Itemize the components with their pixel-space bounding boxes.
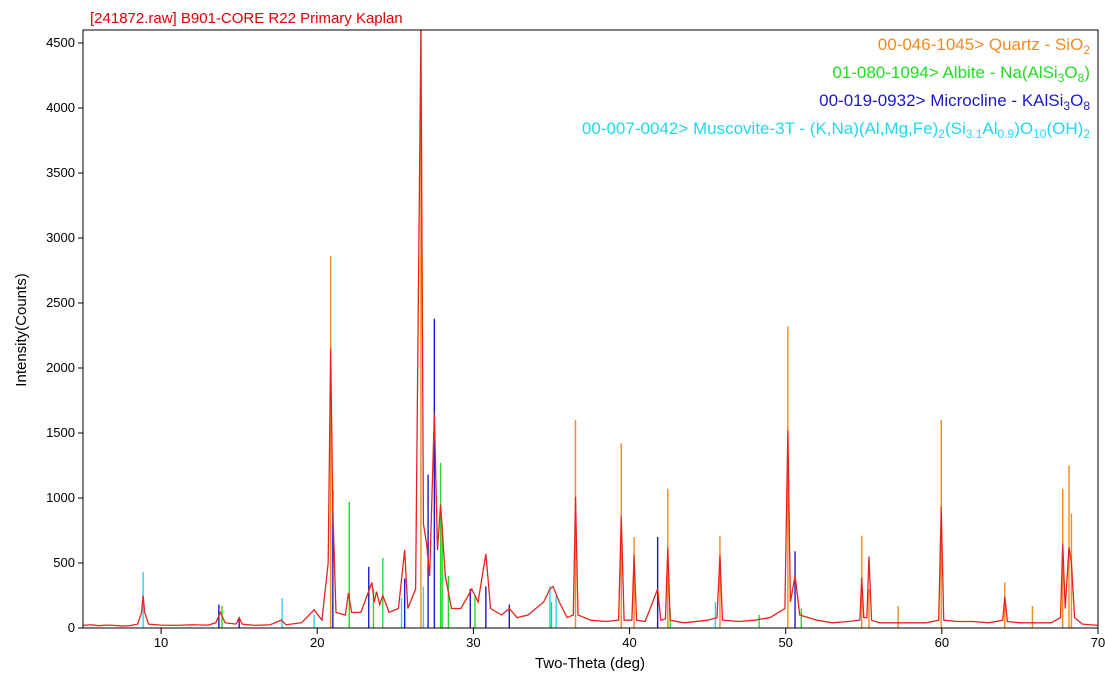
- pattern-line: [83, 30, 1098, 627]
- y-tick-label: 500: [53, 555, 75, 570]
- y-tick-label: 4500: [46, 35, 75, 50]
- legend-text: (OH): [1046, 119, 1083, 138]
- y-tick-label: 2500: [46, 295, 75, 310]
- legend-subscript: 2: [1083, 127, 1090, 141]
- legend-text: ): [1084, 63, 1090, 82]
- x-tick-label: 30: [466, 635, 480, 650]
- legend-subscript: 0.9: [998, 127, 1015, 141]
- legend-subscript: 3: [1058, 71, 1065, 85]
- legend-text: O: [1064, 63, 1077, 82]
- legend-text: 00-046-1045> Quartz - SiO: [878, 35, 1084, 54]
- plot-area: [83, 30, 1098, 628]
- legend-entry: 00-007-0042> Muscovite-3T - (K,Na)(Al,Mg…: [582, 119, 1090, 141]
- y-tick-label: 1500: [46, 425, 75, 440]
- legend-text: 01-080-1094> Albite - Na(AlSi: [832, 63, 1057, 82]
- legend-subscript: 10: [1033, 127, 1047, 141]
- x-tick-label: 40: [622, 635, 636, 650]
- plot-frame: [82, 29, 1099, 629]
- legend-entry: 00-019-0932> Microcline - KAlSi3O8: [819, 91, 1090, 113]
- chart-title: [241872.raw] B901-CORE R22 Primary Kapla…: [90, 10, 403, 27]
- x-tick-label: 60: [935, 635, 949, 650]
- y-tick-label: 2000: [46, 360, 75, 375]
- legend-subscript: 8: [1078, 71, 1085, 85]
- legend-text: 00-007-0042> Muscovite-3T - (K,Na)(Al,Mg…: [582, 119, 938, 138]
- legend-subscript: 8: [1083, 99, 1090, 113]
- x-tick-label: 20: [310, 635, 324, 650]
- y-tick-label: 1000: [46, 490, 75, 505]
- legend-subscript: 2: [938, 127, 945, 141]
- x-tick-label: 10: [154, 635, 168, 650]
- y-tick-label: 0: [68, 620, 75, 635]
- legend-text: Al: [982, 119, 997, 138]
- y-axis-title: Intensity(Counts): [13, 273, 30, 386]
- y-tick-label: 3500: [46, 165, 75, 180]
- x-tick-label: 70: [1091, 635, 1105, 650]
- legend-subscript: 2: [1083, 43, 1090, 57]
- legend-subscript: 3: [1063, 99, 1070, 113]
- legend-text: O: [1070, 91, 1083, 110]
- legend-text: (Si: [945, 119, 966, 138]
- y-tick-label: 4000: [46, 100, 75, 115]
- x-tick-label: 50: [778, 635, 792, 650]
- legend-entry: 01-080-1094> Albite - Na(AlSi3O8): [832, 63, 1090, 85]
- x-axis-title: Two-Theta (deg): [535, 655, 645, 672]
- legend-text: )O: [1014, 119, 1033, 138]
- legend-text: 00-019-0932> Microcline - KAlSi: [819, 91, 1063, 110]
- y-tick-label: 3000: [46, 230, 75, 245]
- legend-entry: 00-046-1045> Quartz - SiO2: [878, 35, 1091, 57]
- legend-subscript: 3.1: [966, 127, 983, 141]
